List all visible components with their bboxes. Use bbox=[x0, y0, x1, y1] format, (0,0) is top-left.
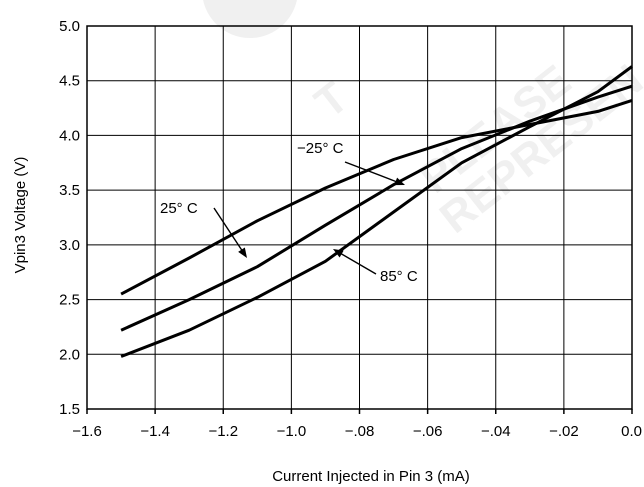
x-tick-label: −1.0 bbox=[277, 423, 307, 440]
x-tick-label: −.04 bbox=[481, 423, 511, 440]
annotation-leader bbox=[337, 251, 377, 275]
x-tick-label: 0.0 bbox=[621, 423, 642, 440]
y-axis-ticks: 1.5 2.0 2.5 3.0 3.5 4.0 4.5 5.0 bbox=[59, 18, 80, 418]
annotation-leader bbox=[213, 207, 245, 254]
series-line bbox=[120, 98, 633, 296]
annotation-label: 85° C bbox=[380, 268, 418, 285]
y-tick-label: 4.5 bbox=[59, 73, 80, 90]
y-tick-label: 2.0 bbox=[59, 346, 80, 363]
series-lines bbox=[120, 65, 633, 358]
y-tick-label: 5.0 bbox=[59, 18, 80, 35]
y-tick-label: 3.5 bbox=[59, 182, 80, 199]
y-tick-label: 4.0 bbox=[59, 127, 80, 144]
annotations: −25° C 25° C 85° C bbox=[160, 140, 418, 285]
annotation-arrowhead bbox=[238, 247, 247, 258]
x-tick-label: −1.2 bbox=[208, 423, 238, 440]
y-tick-label: 1.5 bbox=[59, 401, 80, 418]
x-tick-label: −1.6 bbox=[72, 423, 102, 440]
series-line bbox=[120, 84, 633, 332]
annotation-label: 25° C bbox=[160, 200, 198, 217]
annotation-leader bbox=[344, 161, 400, 184]
x-tick-label: −1.4 bbox=[140, 423, 170, 440]
x-tick-label: −.08 bbox=[345, 423, 375, 440]
x-tick-label: −.06 bbox=[413, 423, 443, 440]
annotation-arrowhead bbox=[394, 177, 405, 186]
annotation-label: −25° C bbox=[297, 140, 344, 157]
series-line bbox=[120, 65, 633, 358]
y-tick-label: 2.5 bbox=[59, 292, 80, 309]
y-axis-label: Vpin3 Voltage (V) bbox=[12, 157, 29, 274]
x-tick-label: −.02 bbox=[549, 423, 579, 440]
x-axis-ticks: −1.6 −1.4 −1.2 −1.0 −.08 −.06 −.04 −.02 0.0 bbox=[72, 409, 642, 440]
y-tick-label: 3.0 bbox=[59, 237, 80, 254]
annotation-arrowhead bbox=[333, 249, 344, 258]
watermark: T PLEASE REPRESEN bbox=[203, 0, 644, 243]
x-axis-label: Current Injected in Pin 3 (mA) bbox=[272, 468, 470, 485]
